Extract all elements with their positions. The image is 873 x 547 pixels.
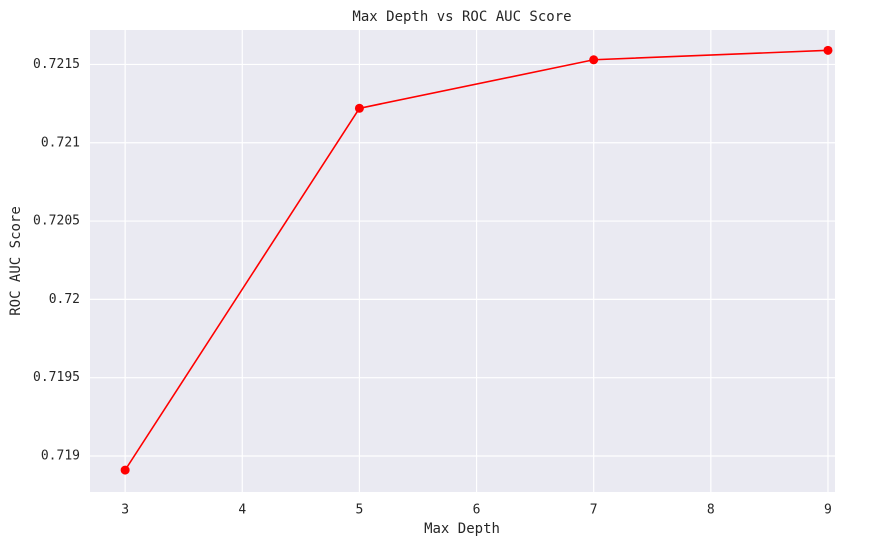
marker: [354, 103, 364, 113]
y-tick-label: 0.7195: [33, 370, 80, 385]
marker: [823, 45, 833, 55]
x-tick-label: 5: [356, 503, 364, 518]
y-tick-label: 0.72: [49, 292, 80, 307]
x-tick-label: 8: [707, 503, 715, 518]
x-tick-label: 9: [824, 503, 832, 518]
y-axis-label: ROC AUC Score: [8, 206, 24, 316]
marker: [120, 465, 130, 475]
x-axis-label: Max Depth: [424, 521, 500, 537]
plot-area: [90, 30, 835, 492]
x-tick-label: 6: [473, 503, 481, 518]
x-tick-label: 7: [590, 503, 598, 518]
y-tick-label: 0.721: [41, 135, 80, 150]
x-tick-label: 4: [238, 503, 246, 518]
y-tick-label: 0.7205: [33, 214, 80, 229]
x-tick-label: 3: [121, 503, 129, 518]
line: [124, 49, 829, 471]
marker: [589, 55, 599, 65]
y-tick-label: 0.7215: [33, 57, 80, 72]
chart-title: Max Depth vs ROC AUC Score: [352, 9, 571, 25]
y-tick-label: 0.719: [41, 448, 80, 463]
